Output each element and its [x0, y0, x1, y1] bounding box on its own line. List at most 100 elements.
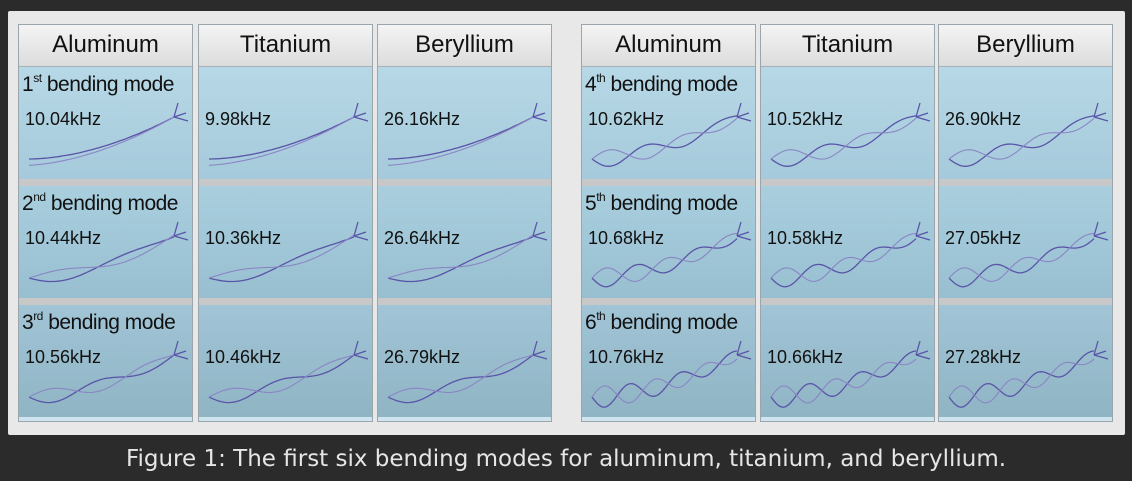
column-header: Aluminum — [19, 25, 192, 67]
row-separator — [761, 298, 934, 305]
mode-shape-line — [388, 116, 534, 160]
mode-shape-line — [208, 354, 355, 398]
column-header: Aluminum — [582, 25, 755, 67]
mode-shape-curve — [591, 221, 752, 288]
blade-tip-marker — [532, 102, 548, 122]
mode-cell: 9.98kHz — [199, 67, 372, 179]
blade-tip-marker — [1093, 221, 1109, 241]
mode-cell: 10.52kHz — [761, 67, 934, 179]
mode-shape-line — [387, 354, 534, 398]
mode-shape-line — [387, 116, 534, 166]
mode-shape-curve — [28, 221, 189, 283]
mode-cell: 10.46kHz — [199, 305, 372, 417]
mode-shape-curve — [591, 102, 752, 167]
mode-shape-curve — [28, 340, 189, 404]
row-separator — [199, 298, 372, 305]
mode-shape-line — [948, 232, 1095, 282]
frequency-value: 10.04kHz — [25, 109, 102, 129]
mode-shape-line — [387, 354, 534, 404]
mode-shape-line — [770, 350, 917, 408]
column-titanium: Titanium 10.52kHz 10.58kHz 10.66kHz — [760, 24, 935, 422]
frequency-value: 10.44kHz — [25, 228, 102, 248]
frequency-value: 10.36kHz — [205, 228, 282, 248]
mode-cell: 5th bending mode 10.68kHz — [582, 186, 755, 298]
frequency-value: 9.98kHz — [205, 109, 272, 129]
blade-tip-marker — [173, 221, 189, 241]
mode-cell: 27.28kHz — [939, 305, 1112, 417]
frequency-value: 26.16kHz — [384, 109, 461, 129]
mode-shape-line — [208, 354, 355, 404]
mode-shape-curve — [770, 221, 931, 288]
mode-shape-line — [208, 234, 355, 279]
mode-shape-line — [591, 232, 738, 282]
mode-label: 2nd bending mode — [22, 190, 179, 215]
frequency-value: 10.66kHz — [767, 347, 844, 367]
frequency-value: 26.90kHz — [945, 109, 1022, 129]
mode-shape-curve — [28, 102, 189, 166]
mode-shape-curve — [591, 340, 752, 408]
mode-shape-line — [28, 354, 175, 398]
blade-tip-marker — [915, 102, 931, 122]
column-beryllium: Beryllium 26.90kHz 27.05kHz 27.28kHz — [938, 24, 1113, 422]
mode-label: 6th bending mode — [585, 309, 738, 334]
row-separator — [939, 179, 1112, 186]
column-titanium: Titanium 9.98kHz 10.36kHz 10.46kHz — [198, 24, 373, 422]
mode-shape-curve — [770, 102, 931, 167]
mode-shape-line — [591, 350, 738, 408]
blade-tip-marker — [736, 221, 752, 241]
mode-shape-curve — [208, 340, 369, 404]
mode-shape-curve — [948, 221, 1109, 288]
frequency-value: 10.58kHz — [767, 228, 844, 248]
row-separator — [19, 179, 192, 186]
mode-shape-curve — [770, 340, 931, 408]
frequency-value: 10.46kHz — [205, 347, 282, 367]
mode-shape-line — [948, 115, 1095, 167]
mode-shape-line — [770, 232, 917, 282]
mode-shape-curve — [208, 221, 369, 283]
blade-tip-marker — [532, 221, 548, 241]
mode-shape-line — [770, 115, 917, 167]
blade-tip-marker — [1093, 102, 1109, 122]
frequency-value: 10.56kHz — [25, 347, 102, 367]
column-header: Titanium — [761, 25, 934, 67]
row-separator — [582, 298, 755, 305]
row-separator — [378, 179, 551, 186]
blade-tip-marker — [353, 340, 369, 360]
column-aluminum: Aluminum 1st bending mode 10.04kHz 2nd b… — [18, 24, 193, 422]
frequency-value: 26.79kHz — [384, 347, 461, 367]
column-header: Beryllium — [939, 25, 1112, 67]
column-header: Titanium — [199, 25, 372, 67]
mode-shape-line — [28, 116, 175, 166]
mode-cell: 3rd bending mode 10.56kHz — [19, 305, 192, 417]
row-separator — [582, 179, 755, 186]
mode-shape-line — [948, 358, 1095, 404]
mode-cell: 1st bending mode 10.04kHz — [19, 67, 192, 179]
mode-label: 4th bending mode — [585, 71, 738, 96]
mode-shape-line — [948, 117, 1095, 160]
blade-tip-marker — [1093, 340, 1109, 360]
mode-shape-line — [770, 117, 917, 160]
blade-tip-marker — [353, 102, 369, 122]
blade-tip-marker — [532, 340, 548, 360]
column-beryllium: Beryllium 26.16kHz 26.64kHz 26.79kHz — [377, 24, 552, 422]
column-aluminum: Aluminum 4th bending mode 10.62kHz 5th b… — [581, 24, 756, 422]
row-separator — [939, 298, 1112, 305]
frequency-value: 10.68kHz — [588, 228, 665, 248]
row-separator — [378, 298, 551, 305]
mode-shape-line — [28, 354, 175, 404]
mode-cell: 26.90kHz — [939, 67, 1112, 179]
mode-shape-line — [209, 116, 355, 160]
mode-shape-line — [948, 350, 1095, 408]
mode-shape-line — [591, 115, 738, 167]
row-separator — [19, 298, 192, 305]
mode-cell: 26.16kHz — [378, 67, 551, 179]
mode-label: 1st bending mode — [22, 71, 174, 96]
mode-shape-curve — [387, 102, 548, 166]
mode-cell: 27.05kHz — [939, 186, 1112, 298]
blade-tip-marker — [173, 340, 189, 360]
mode-shape-curve — [208, 102, 369, 166]
mode-cell: 4th bending mode 10.62kHz — [582, 67, 755, 179]
blade-tip-marker — [736, 340, 752, 360]
mode-shape-line — [387, 234, 534, 279]
